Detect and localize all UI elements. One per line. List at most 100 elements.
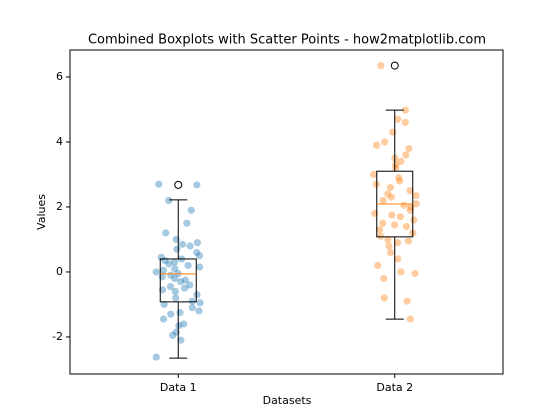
scatter-point [171,287,179,296]
y-tick-label: 0 [56,265,63,278]
scatter-point [392,161,400,169]
scatter-point [195,307,203,315]
scatter-point [176,308,184,317]
scatter-point [186,242,194,250]
scatter-point [405,144,413,153]
scatter-point [411,269,419,278]
scatter-point [184,261,192,270]
flier [390,61,399,70]
scatter-point [177,278,185,286]
scatter-point [402,222,411,231]
scatter-point [180,320,188,328]
scatter-point [404,237,412,245]
scatter-point [386,248,395,257]
scatter-point [401,106,409,114]
scatter-point [183,219,191,227]
x-tick-label: Data 1 [160,381,197,394]
scatter-point [171,274,179,283]
scatter-point [195,263,204,271]
scatter-point [386,183,395,192]
scatter-point [406,315,414,323]
scatter-point [193,248,201,257]
scatter-point [181,276,189,284]
scatter-point [377,61,385,70]
scatter-point [412,200,420,208]
scatter-point [172,294,180,302]
scatter-point [412,191,420,200]
scatter-point [388,211,396,219]
scatter-point [193,181,201,189]
x-axis-label: Datasets [263,394,312,407]
scatter-point [402,151,410,159]
scatter-point [171,258,179,266]
y-axis-label: Values [35,194,48,230]
scatter-point [159,266,167,274]
scatter-point [384,190,392,198]
y-tick-label: 4 [56,135,63,148]
scatter-point [195,252,204,260]
scatter-point [187,206,195,214]
scatter-point [155,180,163,188]
scatter-point [165,196,173,205]
scatter-point [397,157,405,166]
scatter-point [167,271,175,279]
flier [174,180,183,189]
scatter-point [165,260,173,268]
scatter-point [373,141,381,149]
scatter-point [396,177,404,185]
scatter-point [186,281,194,289]
scatter-point [400,201,408,209]
scatter-point [379,219,387,227]
scatter-point [152,268,160,276]
scatter-point [173,245,181,253]
scatter-point [375,226,384,234]
scatter-point [166,282,175,291]
scatter-point [392,164,400,172]
scatter-point [379,196,387,205]
scatter-point [167,310,175,318]
box [159,258,197,303]
y-tick-label: -2 [52,330,63,343]
scatter-point [410,216,418,224]
scatter-point [177,336,185,344]
scatter-point [401,118,409,127]
y-tick-label: 2 [56,200,63,213]
scatter-point [389,128,397,136]
scatter-point [394,255,402,263]
scatter-point [396,213,404,221]
scatter-point [381,138,389,146]
scatter-point [397,268,405,276]
scatter-point [152,353,160,361]
scatter-point [188,304,196,312]
scatter-point [159,315,168,323]
scatter-point [395,174,403,182]
scatter-point [385,242,393,250]
scatter-point [180,284,189,292]
scatter-point [171,265,179,273]
scatter-point [406,206,414,214]
scatter-point [380,294,388,302]
scatter-point [188,297,196,305]
scatter-point [157,253,165,261]
x-tick-label: Data 2 [376,381,413,394]
scatter-point [380,274,388,283]
scatter-point [178,240,187,248]
chart-title: Combined Boxplots with Scatter Points - … [88,33,486,48]
scatter-point [370,170,378,179]
scatter-point [169,331,177,339]
scatter-point [393,115,402,123]
scatter-point [387,193,395,201]
scatter-point [193,291,201,299]
scatter-point [374,261,382,270]
scatter-point [406,187,414,195]
scatter-point [384,235,392,244]
scatter-point [193,239,201,247]
plot-frame [69,49,504,375]
scatter-point [196,299,204,307]
scatter-point [403,297,411,305]
y-tick-label: 6 [56,70,63,83]
scatter-point [393,239,402,247]
scatter-point [160,300,168,309]
